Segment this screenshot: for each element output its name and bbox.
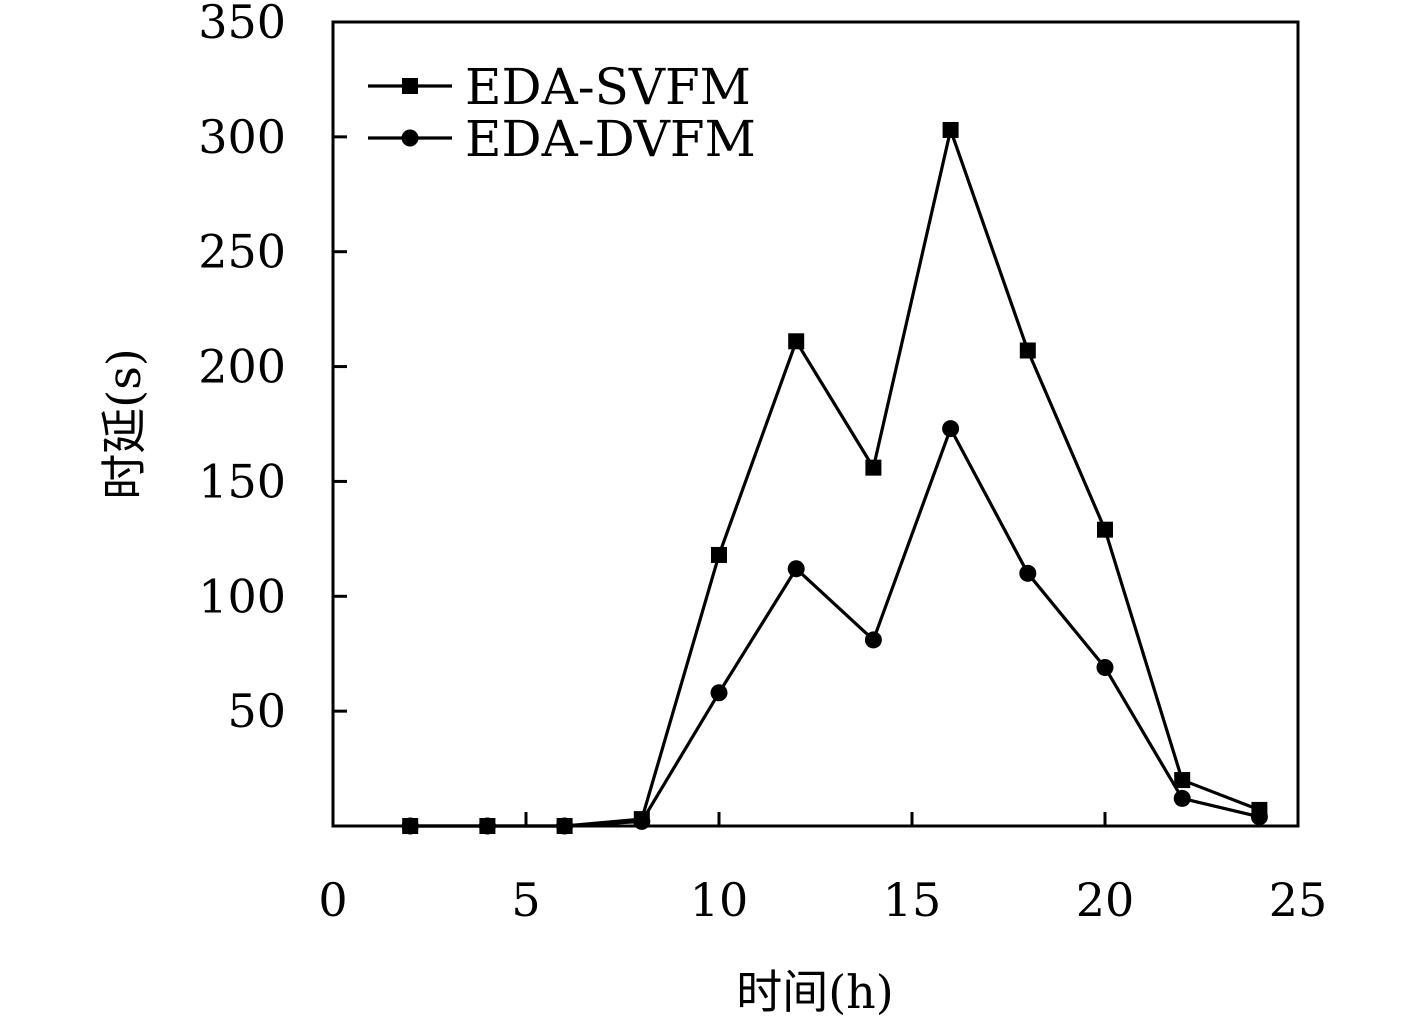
data-point-square xyxy=(942,121,959,138)
data-point-circle xyxy=(633,812,651,830)
data-point-square xyxy=(788,333,805,350)
y-tick-label: 300 xyxy=(198,110,286,164)
data-point-square xyxy=(1019,342,1036,359)
x-axis-title: 时间(h) xyxy=(736,965,894,1019)
x-tick-label: 10 xyxy=(690,873,749,927)
y-tick-label: 200 xyxy=(198,340,286,394)
axis-tick-labels: 0 5 10 15 20 25 50 100 150 200 250 300 350 xyxy=(198,0,1327,927)
series-layer xyxy=(401,121,1268,835)
y-tick-label: 100 xyxy=(198,569,286,623)
legend-label: EDA-SVFM xyxy=(465,58,751,116)
data-point-circle xyxy=(401,817,419,835)
data-point-circle xyxy=(787,560,805,578)
x-tick-label: 15 xyxy=(883,873,942,927)
series-eda-dvfm xyxy=(401,420,1268,835)
data-point-square xyxy=(711,546,727,563)
x-tick-label: 0 xyxy=(318,873,347,927)
x-tick-label: 5 xyxy=(511,873,540,927)
legend-label: EDA-DVFM xyxy=(465,110,756,168)
data-point-circle xyxy=(556,817,574,835)
y-tick-label: 150 xyxy=(198,454,286,508)
data-point-circle xyxy=(942,420,960,438)
y-tick-label: 250 xyxy=(198,225,286,279)
data-point-circle xyxy=(864,631,882,649)
data-point-circle xyxy=(1019,564,1037,582)
data-point-square xyxy=(865,459,882,476)
series-line xyxy=(410,128,1260,828)
series-eda-svfm xyxy=(402,121,1268,834)
data-point-square xyxy=(1097,521,1113,538)
legend-item: EDA-DVFM xyxy=(368,110,756,168)
x-tick-label: 25 xyxy=(1269,873,1328,927)
legend-item: EDA-SVFM xyxy=(368,58,751,116)
data-point-square xyxy=(1174,772,1191,789)
legend-marker-circle xyxy=(401,129,419,147)
data-point-circle xyxy=(1173,789,1191,807)
data-point-circle xyxy=(478,817,496,835)
x-tick-label: 20 xyxy=(1076,873,1135,927)
data-point-circle xyxy=(1250,808,1268,826)
data-point-circle xyxy=(1096,658,1114,676)
y-axis-title: 时延(s) xyxy=(97,348,151,500)
data-point-circle xyxy=(710,684,728,702)
plot-frame xyxy=(331,20,1300,828)
series-line xyxy=(410,426,1260,828)
y-tick-label: 350 xyxy=(198,0,286,49)
legend-marker-square xyxy=(402,78,418,94)
y-tick-label: 50 xyxy=(227,684,286,738)
axis-ticks xyxy=(333,135,1107,826)
